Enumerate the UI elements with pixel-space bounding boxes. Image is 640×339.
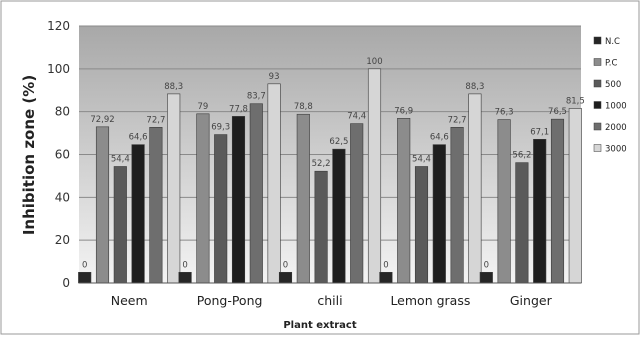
data-label: 72,7	[448, 115, 467, 125]
gridlines	[79, 25, 581, 241]
legend-swatch	[593, 144, 602, 152]
data-label: 0	[484, 260, 489, 270]
bar-1000	[432, 144, 446, 284]
bar-500	[314, 170, 328, 284]
bar-2000	[450, 127, 464, 284]
data-label: 72,92	[90, 115, 114, 125]
legend-swatch	[593, 36, 602, 45]
data-label: 0	[182, 260, 187, 270]
legend-entry: N.C	[605, 37, 620, 47]
bar-500	[214, 134, 228, 284]
bar-1000	[332, 148, 346, 284]
x-axis-label: Plant extract	[283, 320, 357, 331]
bar-2000	[149, 127, 163, 284]
bar-1000	[231, 116, 246, 284]
data-label: 67,1	[530, 127, 549, 137]
legend-swatch	[593, 58, 602, 66]
legend-entry: P.C	[605, 59, 618, 69]
data-label: 81,5	[566, 96, 585, 106]
y-axis-label: Inhibition zone (%)	[20, 75, 38, 235]
bar-1000	[131, 144, 145, 284]
data-label: 74,4	[347, 112, 366, 122]
bar-3000	[267, 83, 281, 284]
bar-500	[113, 166, 127, 284]
bar-3000	[568, 108, 582, 284]
x-tick-label: Neem	[111, 293, 148, 308]
bar-2000	[550, 118, 565, 284]
bar-pc	[296, 113, 310, 284]
bar-3000	[367, 68, 382, 284]
data-label: 52,2	[312, 159, 331, 169]
bar-nc	[178, 271, 192, 284]
y-tick-label: 80	[55, 105, 70, 119]
data-label: 76,9	[394, 106, 413, 116]
data-label: 76,5	[548, 107, 567, 117]
y-tick-label: 40	[55, 190, 70, 204]
y-tick-label: 0	[62, 276, 70, 290]
legend-swatch	[593, 79, 602, 88]
legend: N.C P.C 500 1000 2000 3000	[593, 36, 627, 155]
data-label: 54,4	[111, 154, 130, 164]
data-label: 62,5	[329, 137, 348, 147]
legend-entry: 3000	[605, 145, 627, 155]
bar-nc	[379, 271, 393, 284]
data-label: 79	[197, 102, 208, 112]
data-label: 64,6	[129, 133, 148, 143]
legend-entry: 500	[605, 80, 621, 90]
y-tick-label: 60	[55, 148, 70, 162]
bar-nc	[278, 271, 293, 284]
data-label: 77,8	[229, 104, 248, 114]
bar-2000	[350, 123, 364, 284]
data-label: 69,3	[211, 123, 230, 133]
data-label: 88,3	[164, 82, 183, 92]
bar-500	[414, 166, 429, 284]
data-label: 64,6	[430, 133, 449, 143]
data-labels: 0 72,92 54,4 64,6 72,7 88,3 0 79 69,3 77,8 83,793 0…	[82, 57, 585, 270]
data-label: 0	[82, 260, 87, 270]
bar-pc	[397, 118, 411, 284]
data-label: 83,7	[247, 92, 266, 102]
bar-3000	[468, 93, 482, 284]
bar-pc	[95, 126, 110, 284]
legend-entry: 2000	[605, 123, 627, 133]
bar-pc	[196, 113, 210, 284]
bar-2000	[249, 103, 263, 284]
data-label: 72,7	[146, 115, 165, 125]
bar-nc	[78, 271, 92, 284]
bars	[78, 68, 582, 284]
data-label: 54,4	[412, 154, 431, 164]
x-tick-label: Lemon grass	[390, 293, 470, 308]
y-tick-label: 100	[47, 62, 70, 76]
bar-pc	[497, 119, 511, 284]
x-tick-labels: Neem Pong-Pong chili Lemon grass Ginger	[111, 293, 553, 308]
data-label: 0	[283, 260, 288, 270]
data-label: 100	[366, 57, 382, 67]
x-tick-label: Ginger	[510, 293, 553, 308]
data-label: 76,3	[495, 108, 514, 118]
bar-500	[515, 162, 529, 284]
bar-3000	[167, 93, 181, 284]
legend-swatch	[593, 101, 602, 109]
legend-entry: 1000	[605, 102, 627, 112]
data-label: 0	[383, 260, 388, 270]
data-label: 56,2	[512, 151, 531, 161]
data-label: 78,8	[294, 102, 313, 112]
data-label: 93	[269, 72, 280, 82]
y-tick-label: 120	[47, 19, 70, 33]
x-tick-label: Pong-Pong	[197, 293, 263, 308]
legend-swatch	[593, 122, 602, 131]
y-tick-labels: 0 20 40 60 80 100 120	[47, 19, 70, 290]
bar-1000	[533, 138, 547, 284]
data-label: 88,3	[465, 82, 484, 92]
y-tick-label: 20	[55, 233, 70, 247]
bar-nc	[479, 271, 493, 284]
x-tick-label: chili	[317, 293, 342, 308]
